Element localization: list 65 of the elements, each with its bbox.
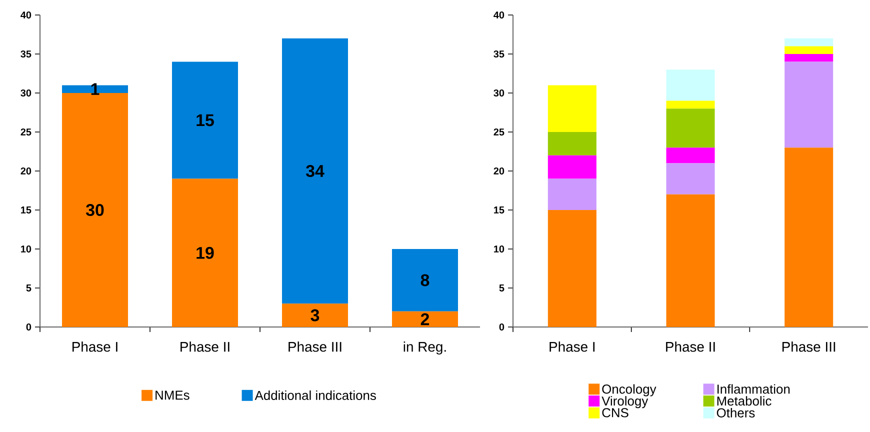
data-label: 3	[310, 309, 320, 322]
bar	[172, 178, 238, 327]
legend-label: Metabolic	[717, 396, 772, 406]
y-tick-label: 5	[26, 284, 32, 292]
y-tick-label: 25	[494, 128, 504, 136]
bar	[784, 54, 834, 62]
y-tick-label: 10	[21, 245, 32, 253]
y-tick-label: 0	[26, 323, 32, 331]
x-tick-label: Phase I	[550, 342, 595, 352]
x-tick-label: Phase I	[72, 342, 118, 352]
y-tick-label: 15	[21, 206, 32, 214]
bar	[666, 148, 715, 164]
y-tick-label: 10	[494, 245, 504, 253]
y-tick-label: 35	[494, 50, 504, 58]
bar	[548, 210, 596, 327]
legend-label: CNS	[602, 408, 628, 418]
x-tick-label: in Reg.	[404, 342, 446, 355]
bar	[666, 100, 715, 109]
bar	[784, 62, 834, 148]
bar	[392, 311, 458, 327]
y-tick-label: 20	[20, 167, 32, 175]
legend-label: Additional indications	[254, 390, 376, 400]
x-tick-label: Phase III	[288, 342, 342, 352]
data-label: 30	[86, 204, 104, 216]
bar	[784, 148, 834, 327]
legend-label: Inflammation	[717, 384, 790, 394]
data-label: 8	[420, 274, 430, 286]
bar	[666, 194, 715, 327]
bar	[282, 38, 348, 304]
x-tick-label: Phase III	[782, 342, 836, 352]
data-label: 34	[306, 164, 324, 178]
bar	[666, 163, 715, 194]
y-tick-label: 35	[20, 50, 32, 58]
data-label: 15	[196, 114, 214, 126]
x-tick-label: Phase II	[180, 342, 230, 352]
y-tick-label: 0	[499, 323, 504, 331]
legend-label: Oncology	[602, 384, 656, 396]
bar	[282, 304, 348, 327]
legend-label: Others	[716, 408, 755, 418]
y-tick-label: 25	[20, 128, 32, 136]
bar	[392, 249, 458, 312]
bar	[62, 93, 128, 327]
bar	[172, 62, 238, 179]
bar	[548, 85, 596, 132]
bar	[548, 178, 596, 210]
bar	[62, 85, 128, 93]
bar	[548, 155, 596, 179]
data-label: 2	[420, 313, 430, 326]
legend-label: NMEs	[156, 390, 190, 400]
bar	[784, 38, 834, 46]
data-label: 19	[196, 246, 214, 259]
bar	[548, 132, 596, 156]
y-tick-label: 30	[494, 89, 504, 97]
data-label: 1	[91, 83, 100, 95]
bar	[666, 70, 715, 101]
x-tick-label: Phase II	[666, 342, 715, 352]
y-tick-label: 5	[499, 284, 504, 292]
y-tick-label: 40	[494, 11, 504, 19]
y-tick-label: 40	[20, 11, 32, 19]
legend-label: Virology	[602, 396, 648, 408]
bar	[666, 108, 715, 148]
bar	[784, 46, 834, 54]
y-tick-label: 30	[20, 89, 32, 97]
y-tick-label: 15	[494, 206, 504, 214]
y-tick-label: 20	[494, 167, 504, 175]
